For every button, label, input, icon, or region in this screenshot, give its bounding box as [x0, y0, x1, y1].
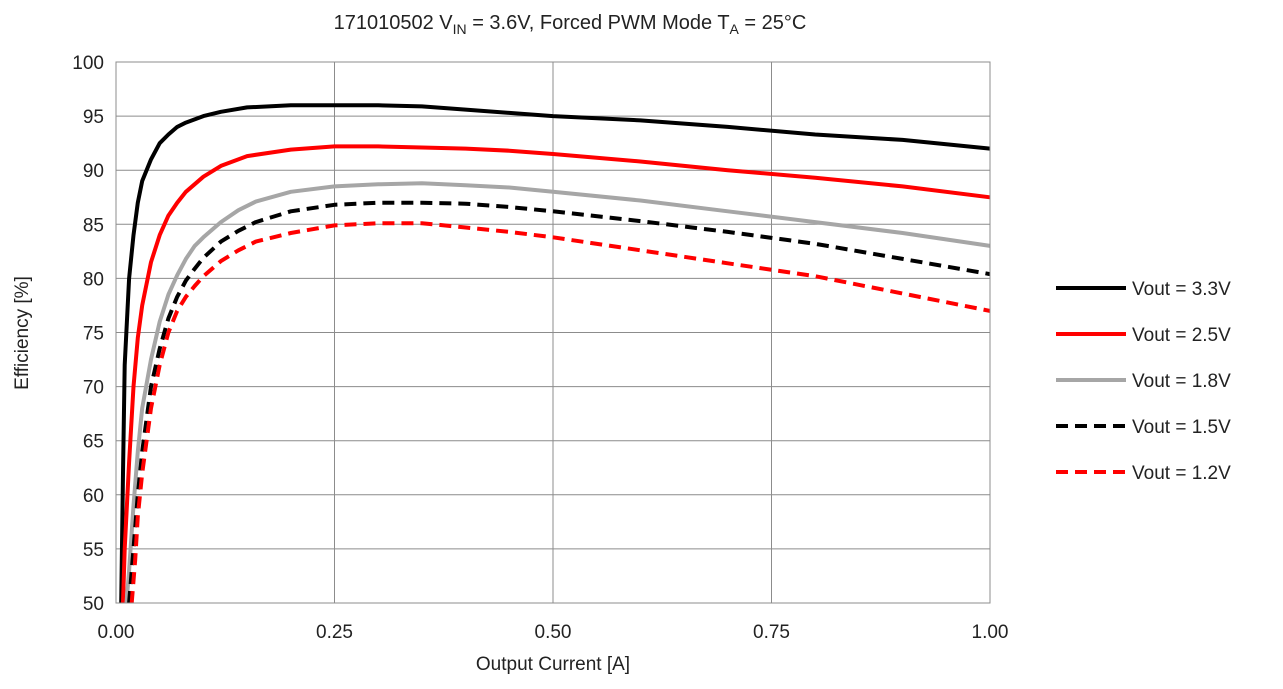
y-tick-label: 75 — [83, 324, 104, 345]
chart-title-suffix: = 25°C — [739, 12, 806, 34]
y-tick-label: 60 — [83, 486, 104, 507]
x-tick-label: 1.00 — [972, 622, 1009, 643]
series-line-4 — [127, 200, 991, 604]
x-tick-label: 0.25 — [316, 622, 353, 643]
y-tick-label: 80 — [83, 269, 104, 290]
y-tick-label: 70 — [83, 378, 104, 399]
series-line-1 — [119, 103, 991, 604]
y-tick-label: 90 — [83, 161, 104, 182]
series-line-3 — [124, 181, 991, 604]
legend-label-2: Vout = 2.5V — [1132, 325, 1231, 346]
chart-title-sub-in: IN — [453, 21, 467, 37]
x-tick-labels: 0.00 0.25 0.50 0.75 1.00 — [98, 622, 1009, 643]
chart-title-sub-a: A — [730, 21, 740, 37]
y-tick-label: 50 — [83, 594, 104, 615]
grid-lines — [115, 61, 991, 604]
legend-label-4: Vout = 1.5V — [1132, 417, 1231, 438]
y-tick-labels: 50 55 60 65 70 75 80 85 90 95 100 — [72, 53, 104, 615]
plot-area-frame — [115, 61, 991, 604]
x-tick-label: 0.50 — [535, 622, 572, 643]
legend-label-1: Vout = 3.3V — [1132, 279, 1231, 300]
legend-label-3: Vout = 1.8V — [1132, 371, 1231, 392]
y-tick-label: 55 — [83, 540, 104, 561]
y-tick-label: 65 — [83, 432, 104, 453]
y-tick-label: 95 — [83, 107, 104, 128]
x-axis-label: Output Current [A] — [476, 654, 630, 675]
x-tick-label: 0.00 — [98, 622, 135, 643]
chart-title-mid: = 3.6V, Forced PWM Mode T — [467, 12, 730, 34]
chart-title-prefix: 171010502 V — [334, 12, 454, 34]
x-tick-label: 0.75 — [753, 622, 790, 643]
legend: Vout = 3.3V Vout = 2.5V Vout = 1.8V Vout = … — [1056, 279, 1231, 484]
y-tick-label: 85 — [83, 215, 104, 236]
chart-title: 171010502 VIN = 3.6V, Forced PWM Mode TA… — [334, 12, 807, 37]
y-axis-label: Efficiency [%] — [12, 276, 33, 390]
series-line-5 — [129, 221, 991, 604]
series-lines — [119, 103, 991, 604]
series-line-2 — [121, 144, 991, 604]
legend-label-5: Vout = 1.2V — [1132, 463, 1231, 484]
y-tick-label: 100 — [72, 53, 104, 74]
